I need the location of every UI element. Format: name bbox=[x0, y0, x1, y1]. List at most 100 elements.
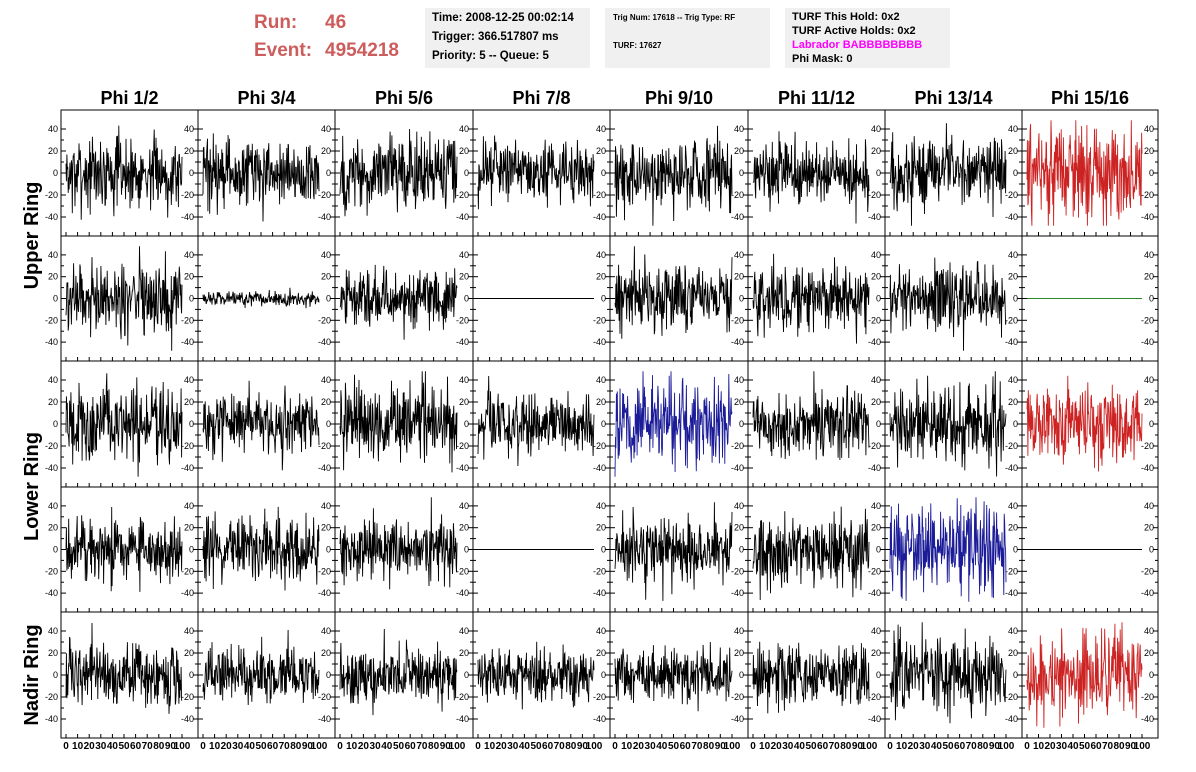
x-tick-label: 70 bbox=[829, 741, 841, 752]
waveform-trace bbox=[1026, 120, 1143, 226]
labrador-text: Labrador BABBBBBBBB bbox=[792, 39, 923, 51]
x-tick-label: 70 bbox=[1102, 741, 1114, 752]
y-tick-label: 40 bbox=[1144, 250, 1154, 260]
y-tick-label: -40 bbox=[1141, 588, 1154, 598]
x-tick-label: 40 bbox=[519, 741, 531, 752]
waveform-panel: 40 20 0 -20 -40 bbox=[884, 109, 1023, 237]
waveform-trace bbox=[65, 125, 183, 220]
x-tick-label: 30 bbox=[370, 741, 382, 752]
y-tick-label: 20 bbox=[1008, 523, 1018, 533]
waveform-trace bbox=[202, 506, 320, 591]
column-header: Phi 7/8 bbox=[512, 88, 570, 108]
waveform-trace bbox=[339, 128, 458, 217]
x-tick-label: 40 bbox=[931, 741, 943, 752]
y-tick-label: -20 bbox=[456, 190, 469, 200]
waveform-trace bbox=[477, 375, 595, 467]
waveform-trace bbox=[889, 257, 1007, 351]
y-tick-label: -40 bbox=[45, 212, 58, 222]
waveform-trace bbox=[614, 641, 733, 712]
trig-num-text: Trig Num: 17618 -- Trig Type: RF bbox=[613, 13, 736, 22]
x-tick-label: 70 bbox=[416, 741, 428, 752]
y-tick-label: 20 bbox=[734, 397, 744, 407]
trigger-text: Trigger: 366.517807 ms bbox=[432, 31, 559, 43]
y-tick-label: 40 bbox=[871, 375, 881, 385]
waveform-panel: 40 20 0 -20 -40 bbox=[472, 235, 611, 362]
y-tick-label: 40 bbox=[184, 124, 194, 134]
x-tick-label: 70 bbox=[554, 741, 566, 752]
y-tick-label: -40 bbox=[868, 337, 881, 347]
time-info-box: Time: 2008-12-25 00:02:14 Trigger: 366.5… bbox=[425, 8, 590, 68]
y-tick-label: 0 bbox=[1149, 670, 1154, 680]
waveform-panel: 40 20 0 -20 -40 bbox=[197, 109, 336, 237]
y-tick-label: 20 bbox=[48, 146, 58, 156]
y-tick-label: 20 bbox=[871, 523, 881, 533]
y-tick-label: -20 bbox=[45, 692, 58, 702]
x-tick-label: 50 bbox=[942, 741, 954, 752]
y-tick-label: 40 bbox=[459, 626, 469, 636]
y-tick-label: 0 bbox=[53, 419, 58, 429]
x-tick-label: 40 bbox=[381, 741, 393, 752]
x-tick-label: 20 bbox=[496, 741, 508, 752]
y-tick-label: -20 bbox=[1005, 692, 1018, 702]
y-tick-label: 40 bbox=[48, 375, 58, 385]
y-tick-label: -20 bbox=[45, 190, 58, 200]
y-tick-label: -40 bbox=[456, 212, 469, 222]
y-tick-label: -20 bbox=[868, 566, 881, 576]
y-tick-label: 20 bbox=[184, 272, 194, 282]
x-tick-label: 50 bbox=[255, 741, 267, 752]
x-tick-label: 100 bbox=[586, 741, 603, 752]
y-tick-label: 40 bbox=[1008, 375, 1018, 385]
y-tick-label: 40 bbox=[1008, 250, 1018, 260]
y-tick-label: -20 bbox=[731, 315, 744, 325]
waveform-panel: 40 20 0 -20 -40 bbox=[1021, 235, 1159, 362]
y-tick-label: 20 bbox=[1008, 397, 1018, 407]
y-tick-label: 40 bbox=[184, 501, 194, 511]
x-tick-label: 100 bbox=[998, 741, 1015, 752]
y-tick-label: 0 bbox=[464, 294, 469, 304]
y-tick-label: 40 bbox=[1008, 501, 1018, 511]
x-tick-label: 50 bbox=[393, 741, 405, 752]
y-tick-label: 40 bbox=[1144, 124, 1154, 134]
x-tick-label: 20 bbox=[84, 741, 96, 752]
x-tick-label: 0 bbox=[1024, 741, 1030, 752]
waveform-trace bbox=[614, 125, 733, 226]
y-tick-label: 0 bbox=[739, 168, 744, 178]
waveform-panel: 40 20 0 -20 -40 bbox=[884, 235, 1023, 362]
x-tick-label: 10 bbox=[209, 741, 221, 752]
y-tick-label: -40 bbox=[593, 463, 606, 473]
y-tick-label: 0 bbox=[739, 294, 744, 304]
y-tick-label: 0 bbox=[1149, 168, 1154, 178]
y-tick-label: 20 bbox=[1008, 272, 1018, 282]
y-tick-label: 20 bbox=[734, 523, 744, 533]
y-tick-label: 40 bbox=[596, 501, 606, 511]
y-tick-label: 40 bbox=[1008, 626, 1018, 636]
waveform-panel: 40 20 0 -20 -40 bbox=[197, 235, 336, 362]
y-tick-label: 20 bbox=[1008, 648, 1018, 658]
y-tick-label: -40 bbox=[1005, 337, 1018, 347]
y-tick-label: 40 bbox=[734, 626, 744, 636]
y-tick-label: 40 bbox=[321, 124, 331, 134]
x-tick-label: 90 bbox=[715, 741, 727, 752]
y-tick-label: 20 bbox=[596, 523, 606, 533]
y-tick-label: 40 bbox=[184, 626, 194, 636]
x-tick-label: 0 bbox=[475, 741, 481, 752]
y-tick-label: 0 bbox=[53, 168, 58, 178]
y-tick-label: 20 bbox=[321, 146, 331, 156]
y-tick-label: 0 bbox=[53, 545, 58, 555]
waveform-panel: 40 40 20 20 0 0 -20 -20 -40 -40 bbox=[45, 611, 199, 739]
y-tick-label: -20 bbox=[731, 566, 744, 576]
x-tick-label: 30 bbox=[645, 741, 657, 752]
waveform-trace bbox=[752, 253, 870, 344]
y-tick-label: -40 bbox=[318, 463, 331, 473]
x-tick-label: 40 bbox=[794, 741, 806, 752]
x-tick-label: 40 bbox=[1067, 741, 1079, 752]
y-tick-label: 40 bbox=[321, 250, 331, 260]
y-tick-label: -20 bbox=[456, 692, 469, 702]
y-tick-label: 40 bbox=[734, 501, 744, 511]
waveform-trace bbox=[752, 641, 870, 714]
waveform-panel: 40 20 0 -20 -40 bbox=[884, 360, 1023, 488]
y-tick-label: 0 bbox=[1149, 545, 1154, 555]
waveform-trace bbox=[202, 287, 320, 309]
y-tick-label: 40 bbox=[459, 250, 469, 260]
waveform-trace bbox=[202, 629, 320, 706]
